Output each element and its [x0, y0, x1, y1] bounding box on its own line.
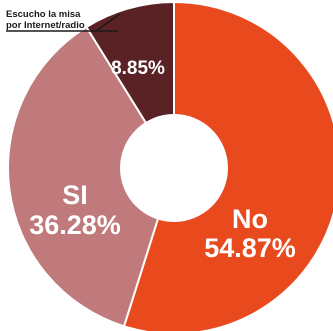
slice-label-no-name: No	[232, 204, 268, 234]
slice-label-no-value: 54.87%	[204, 233, 296, 263]
callout-line2: por Internet/radio	[6, 20, 85, 31]
callout-annotation: Escucho la misa por Internet/radio	[6, 9, 121, 32]
slice-label-si: SI 36.28%	[29, 180, 121, 240]
slice-label-no: No 54.87%	[204, 204, 296, 263]
slice-label-radio-value: 8.85%	[111, 58, 165, 79]
callout-line1: Escucho la misa	[6, 9, 81, 20]
donut-hole	[120, 114, 228, 222]
slice-label-si-name: SI	[62, 180, 88, 210]
slice-no	[122, 0, 333, 331]
callout-leader-segment	[95, 13, 121, 32]
donut-slices	[7, 0, 333, 331]
slice-label-si-value: 36.28%	[29, 210, 121, 240]
